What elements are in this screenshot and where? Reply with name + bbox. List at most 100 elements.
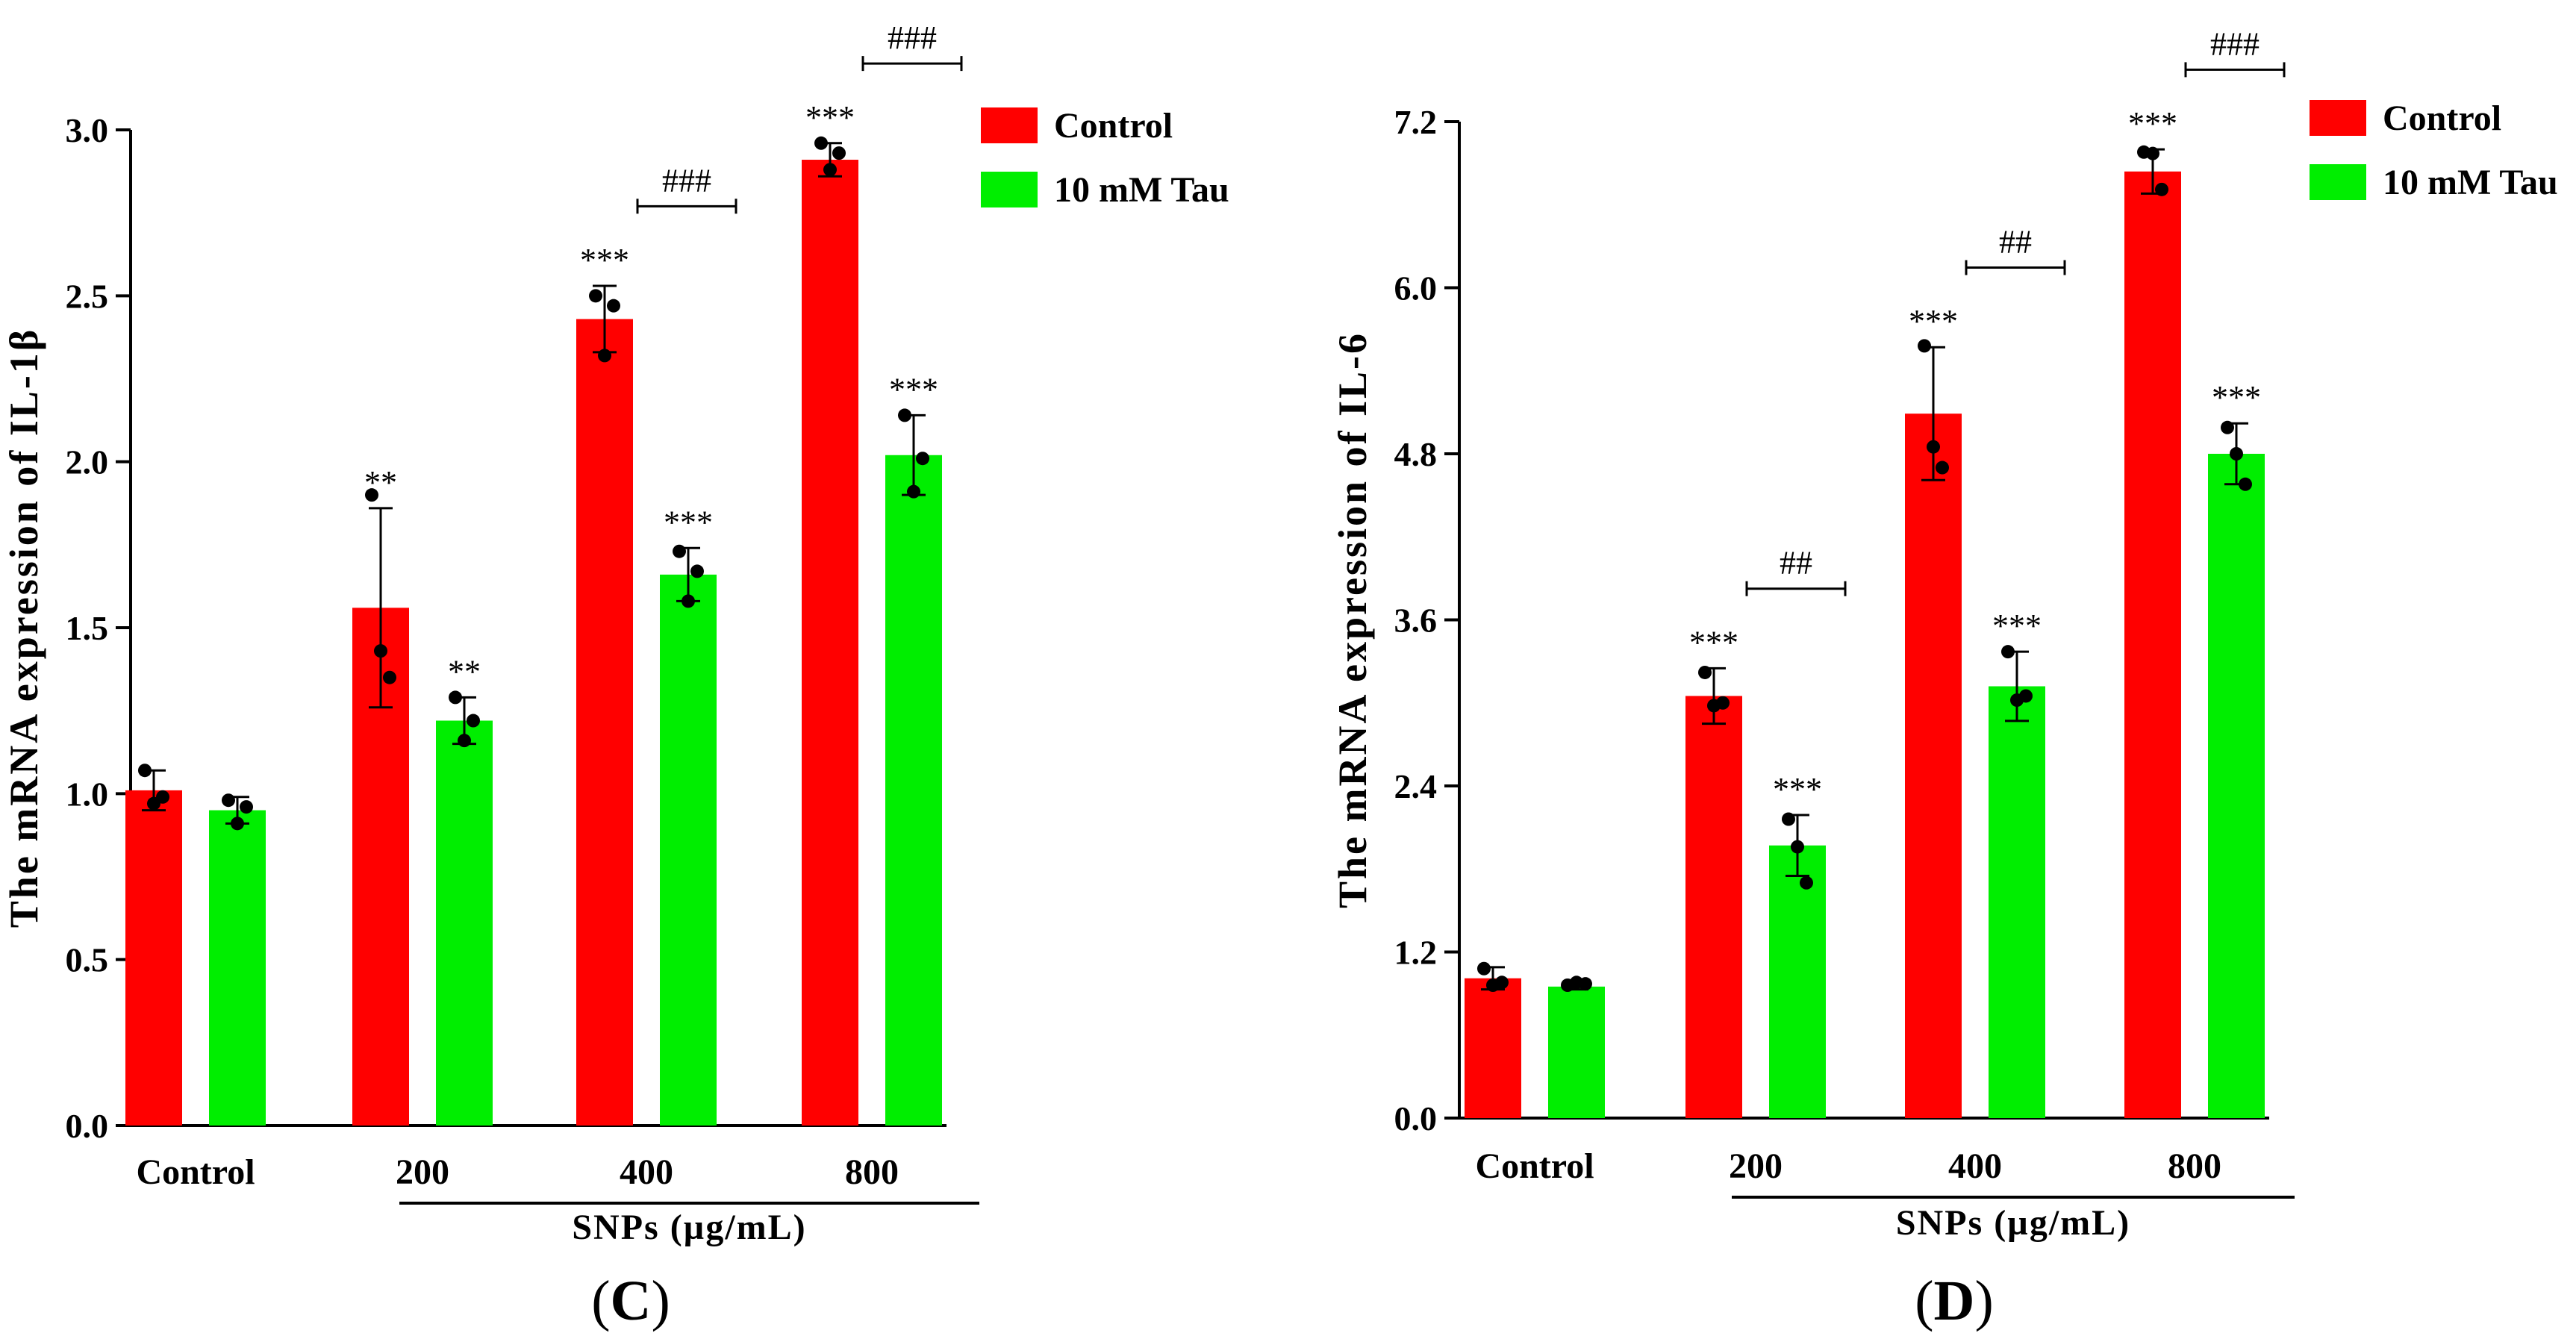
comparison-label: ## bbox=[1999, 224, 2032, 260]
bar bbox=[1769, 845, 1826, 1118]
bar bbox=[660, 574, 717, 1126]
y-tick-label: 2.4 bbox=[1394, 767, 1438, 805]
x-tick-label: 800 bbox=[2168, 1146, 2221, 1186]
chart-panel-c: 0.0 0.5 1.0 1.5 2.0 2.5 3.0 The mRNA expression… bbox=[1, 19, 1229, 1332]
data-point bbox=[589, 289, 602, 303]
chart-panel-d: 0.0 1.2 2.4 3.6 4.8 6.0 7.2 The mRNA expression… bbox=[1330, 25, 2558, 1332]
data-point bbox=[156, 790, 169, 804]
data-point bbox=[1579, 977, 1592, 991]
data-point bbox=[467, 714, 480, 728]
data-point bbox=[690, 564, 704, 578]
significance-label: ** bbox=[364, 464, 397, 501]
data-point bbox=[2146, 146, 2159, 160]
panel-label-open: ( bbox=[1915, 1270, 1933, 1332]
data-point bbox=[1477, 961, 1491, 976]
data-point bbox=[1800, 875, 1813, 890]
legend-label: 10 mM Tau bbox=[1054, 170, 1229, 210]
significance-label: ** bbox=[448, 653, 481, 690]
legend-swatch bbox=[2310, 100, 2366, 136]
legend-label: 10 mM Tau bbox=[2383, 163, 2558, 202]
data-point bbox=[607, 299, 620, 313]
panel-label-open: ( bbox=[591, 1270, 610, 1332]
y-tick-label: 3.0 bbox=[66, 111, 109, 149]
data-point bbox=[2239, 477, 2252, 491]
y-axis-label: The mRNA expression of IL-1β bbox=[1, 328, 46, 928]
bar bbox=[436, 720, 493, 1126]
panel-label: (C) bbox=[591, 1270, 670, 1332]
data-point bbox=[2001, 645, 2015, 659]
bar bbox=[2208, 454, 2265, 1118]
y-tick-label: 2.0 bbox=[66, 443, 109, 481]
bar bbox=[576, 319, 633, 1126]
comparison-label: ### bbox=[662, 162, 711, 199]
data-point bbox=[222, 793, 235, 808]
data-point bbox=[1698, 665, 1712, 679]
data-point bbox=[832, 146, 846, 160]
data-point bbox=[240, 800, 253, 814]
comparison-label: ### bbox=[2210, 25, 2260, 62]
data-point bbox=[598, 349, 611, 363]
bar bbox=[1465, 978, 1521, 1118]
y-tick-label: 1.2 bbox=[1394, 934, 1438, 972]
bar bbox=[1685, 696, 1742, 1118]
x-tick-label: Control bbox=[1475, 1146, 1594, 1186]
y-tick-label: 1.0 bbox=[66, 775, 109, 813]
data-point bbox=[1918, 339, 1931, 353]
legend: Control 10 mM Tau bbox=[2310, 99, 2558, 202]
legend-swatch bbox=[2310, 164, 2366, 200]
data-point bbox=[1936, 461, 1949, 475]
y-tick-label: 0.0 bbox=[66, 1107, 109, 1145]
panel-label: (D) bbox=[1915, 1270, 1994, 1332]
significance-label: *** bbox=[1773, 771, 1822, 808]
bar bbox=[2124, 171, 2181, 1118]
panel-label-letter: C bbox=[611, 1270, 652, 1332]
data-point bbox=[682, 594, 695, 608]
x-tick-label: Control bbox=[136, 1152, 255, 1192]
y-tick-label: 0.0 bbox=[1394, 1099, 1438, 1137]
y-tick-label: 1.5 bbox=[66, 609, 109, 647]
x-tick-label: 800 bbox=[845, 1152, 899, 1192]
y-tick-label: 2.5 bbox=[66, 277, 109, 315]
data-point bbox=[365, 488, 378, 502]
data-point bbox=[1716, 696, 1730, 710]
legend-swatch bbox=[981, 107, 1038, 143]
y-axis-label: The mRNA expression of IL-6 bbox=[1330, 331, 1375, 908]
data-point bbox=[898, 408, 911, 422]
bar bbox=[1905, 413, 1962, 1118]
significance-label: *** bbox=[2212, 379, 2261, 416]
data-point bbox=[1791, 840, 1804, 854]
data-point bbox=[2221, 420, 2234, 434]
group-label: SNPs (µg/mL) bbox=[572, 1208, 806, 1247]
significance-label: *** bbox=[1689, 624, 1738, 661]
data-point bbox=[2155, 182, 2168, 196]
x-tick-label: 400 bbox=[1948, 1146, 2002, 1186]
data-point bbox=[673, 544, 686, 558]
bar bbox=[1989, 686, 2045, 1118]
data-point bbox=[374, 644, 387, 658]
comparison-label: ## bbox=[1780, 545, 1812, 581]
legend-label: Control bbox=[2383, 99, 2501, 138]
y-tick-label: 3.6 bbox=[1394, 602, 1438, 640]
panel-label-letter: D bbox=[1934, 1270, 1975, 1332]
data-point bbox=[383, 670, 396, 684]
data-point bbox=[823, 163, 837, 177]
y-tick-label: 0.5 bbox=[66, 941, 109, 979]
data-point bbox=[2019, 689, 2033, 703]
x-tick-label: 400 bbox=[620, 1152, 673, 1192]
legend-label: Control bbox=[1054, 106, 1173, 146]
y-tick-label: 7.2 bbox=[1394, 103, 1438, 141]
data-point bbox=[1495, 976, 1509, 990]
significance-label: *** bbox=[580, 242, 629, 278]
legend-swatch bbox=[981, 172, 1038, 207]
data-point bbox=[449, 690, 462, 705]
significance-label: *** bbox=[805, 99, 855, 136]
comparison-label: ### bbox=[888, 19, 937, 56]
panel-label-close: ) bbox=[651, 1270, 670, 1332]
bar bbox=[802, 160, 858, 1126]
data-point bbox=[138, 764, 152, 778]
data-point bbox=[2230, 447, 2243, 461]
y-tick-label: 4.8 bbox=[1394, 435, 1438, 473]
significance-label: *** bbox=[889, 371, 938, 408]
x-tick-label: 200 bbox=[1729, 1146, 1783, 1186]
